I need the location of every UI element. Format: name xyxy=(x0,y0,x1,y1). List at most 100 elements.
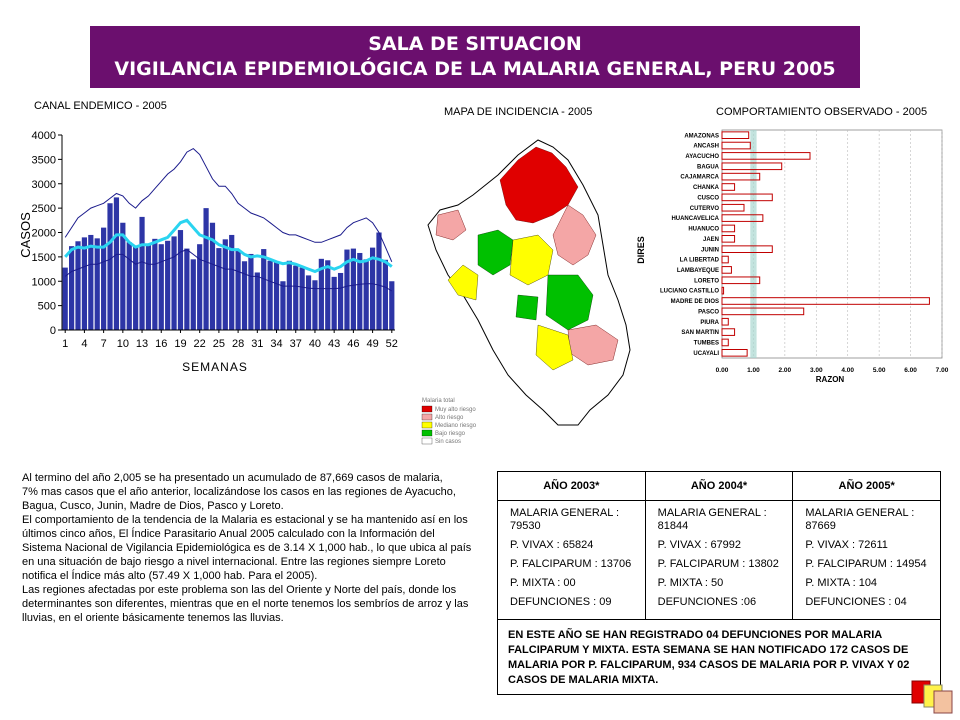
behavior-bar xyxy=(721,183,736,191)
stat-defunciones: DEFUNCIONES : 09 xyxy=(510,596,612,608)
canal-y-axis-label: CASOS xyxy=(20,212,33,258)
canal-y-tick-label: 4000 xyxy=(32,130,56,142)
behavior-bar xyxy=(721,131,750,139)
canal-x-tick-label: 7 xyxy=(101,338,107,350)
behavior-caption: COMPORTAMIENTO OBSERVADO - 2005 xyxy=(716,106,928,118)
behavior-bar xyxy=(721,255,729,264)
title-line-2: VIGILANCIA EPIDEMIOLÓGICA DE LA MALARIA … xyxy=(114,58,836,80)
canal-bar xyxy=(75,241,81,330)
stats-table: AÑO 2003* AÑO 2004* AÑO 2005* MALARIA GE… xyxy=(497,471,941,695)
canal-bar xyxy=(184,248,190,330)
canal-bar xyxy=(382,259,388,330)
canal-bar xyxy=(273,261,280,330)
canal-bar xyxy=(158,244,164,330)
stat-falciparum: P. FALCIPARUM : 13706 xyxy=(510,558,632,570)
canal-bar xyxy=(350,248,356,330)
canal-bar xyxy=(299,267,305,330)
description-text: Al termino del año 2,005 se ha presentad… xyxy=(22,471,477,625)
canal-bar xyxy=(177,230,184,330)
canal-bar xyxy=(120,222,126,330)
canal-x-tick-label: 31 xyxy=(251,338,263,350)
incidence-map: Malaria total Muy alto riesgo Alto riesg… xyxy=(421,139,631,445)
dge-logo xyxy=(911,680,953,714)
canal-bar xyxy=(389,281,395,330)
canal-y-tick-label: 1500 xyxy=(32,252,56,264)
behavior-x-tick-label: 5.00 xyxy=(873,367,886,374)
header-2005: AÑO 2005* xyxy=(792,471,941,501)
canal-bar xyxy=(325,260,331,330)
canal-x-tick-label: 25 xyxy=(213,338,225,350)
stat-vivax: P. VIVAX : 65824 xyxy=(510,539,594,551)
stat-vivax: P. VIVAX : 67992 xyxy=(657,539,742,551)
canal-caption: CANAL ENDEMICO - 2005 xyxy=(34,100,167,112)
legend-label-high: Alto riesgo xyxy=(435,415,464,421)
stats-note-row: EN ESTE AÑO SE HAN REGISTRADO 04 DEFUNCI… xyxy=(497,619,941,695)
canal-bar xyxy=(312,280,318,330)
behavior-category-label: LORETO xyxy=(694,278,719,284)
behavior-category-label: UCAYALI xyxy=(693,351,719,357)
canal-bar xyxy=(254,272,260,330)
canal-bar xyxy=(81,237,88,330)
stat-malaria-general: MALARIA GENERAL : 87669 xyxy=(805,507,915,532)
canal-x-tick-label: 16 xyxy=(155,338,167,350)
canal-bar xyxy=(248,253,254,330)
stats-header-row: AÑO 2003* AÑO 2004* AÑO 2005* xyxy=(497,471,941,501)
canal-x-axis-label: SEMANAS xyxy=(182,360,248,374)
legend-swatch-low xyxy=(421,429,433,437)
canal-y-tick-label: 3000 xyxy=(32,179,56,191)
behavior-category-label: JAEN xyxy=(703,237,719,243)
canal-bar xyxy=(190,259,196,330)
behavior-x-tick-label: 2.00 xyxy=(779,367,792,374)
behavior-category-label: CHANKA xyxy=(693,185,720,191)
canal-bar xyxy=(318,258,324,330)
behavior-category-label: ANCASH xyxy=(693,144,719,150)
legend-swatch-high xyxy=(421,413,433,421)
canal-bar xyxy=(216,248,222,330)
legend-label-very-high: Muy alto riesgo xyxy=(435,407,476,413)
legend-swatch-medium xyxy=(421,421,433,429)
behavior-y-axis-label: DIRES xyxy=(636,236,646,264)
canal-endemico-chart: 0 500 1000 1500 2000 2500 3000 3500 4000 1 4 7 10 13 1… xyxy=(20,130,398,374)
canal-bar xyxy=(261,249,267,330)
canal-bar xyxy=(133,246,139,330)
canal-x-tick-label: 49 xyxy=(366,338,378,350)
canal-bar xyxy=(203,208,209,330)
legend-swatch-very-high xyxy=(421,405,433,413)
legend-label-low: Bajo riesgo xyxy=(435,431,466,437)
behavior-category-label: AMAZONAS xyxy=(684,133,719,139)
description-paragraph: Las regiones afectadas por este problema… xyxy=(22,584,469,624)
behavior-bar xyxy=(721,317,729,326)
stat-mixta: P. MIXTA : 50 xyxy=(657,577,724,589)
canal-line-epidemia xyxy=(64,147,393,262)
canal-bar xyxy=(363,259,369,330)
behavior-category-label: TUMBES xyxy=(694,341,719,347)
canal-bar xyxy=(113,197,120,330)
canal-bar xyxy=(293,265,299,330)
peru-map-shape xyxy=(427,139,631,426)
canal-bar xyxy=(145,244,152,330)
behavior-bar xyxy=(721,338,729,347)
canal-x-tick-label: 28 xyxy=(232,338,244,350)
behavior-category-label: BAGUA xyxy=(697,164,720,170)
stats-note: EN ESTE AÑO SE HAN REGISTRADO 04 DEFUNCI… xyxy=(497,619,941,695)
canal-bar xyxy=(357,252,363,330)
canal-x-tick-label: 34 xyxy=(270,338,282,350)
canal-x-tick-label: 37 xyxy=(290,338,302,350)
canal-bar xyxy=(337,272,344,330)
canal-bar xyxy=(369,247,376,330)
map-caption: MAPA DE INCIDENCIA - 2005 xyxy=(444,106,593,118)
canal-x-tick-label: 46 xyxy=(347,338,359,350)
stat-malaria-general: MALARIA GENERAL : 79530 xyxy=(510,507,620,532)
canal-bar xyxy=(209,222,216,330)
behavior-bar xyxy=(721,224,736,233)
stat-falciparum: P. FALCIPARUM : 14954 xyxy=(805,558,927,570)
canal-y-tick-label: 1000 xyxy=(32,276,56,288)
behavior-x-tick-label: 0.00 xyxy=(716,367,729,374)
stat-falciparum: P. FALCIPARUM : 13802 xyxy=(657,558,779,570)
behavior-category-label: JUNIN xyxy=(701,247,719,253)
stat-defunciones: DEFUNCIONES :06 xyxy=(657,596,757,608)
canal-y-tick-label: 2000 xyxy=(32,228,56,240)
behavior-x-tick-label: 3.00 xyxy=(810,367,823,374)
canal-bar xyxy=(344,249,350,330)
canal-line-seguridad xyxy=(64,218,393,274)
